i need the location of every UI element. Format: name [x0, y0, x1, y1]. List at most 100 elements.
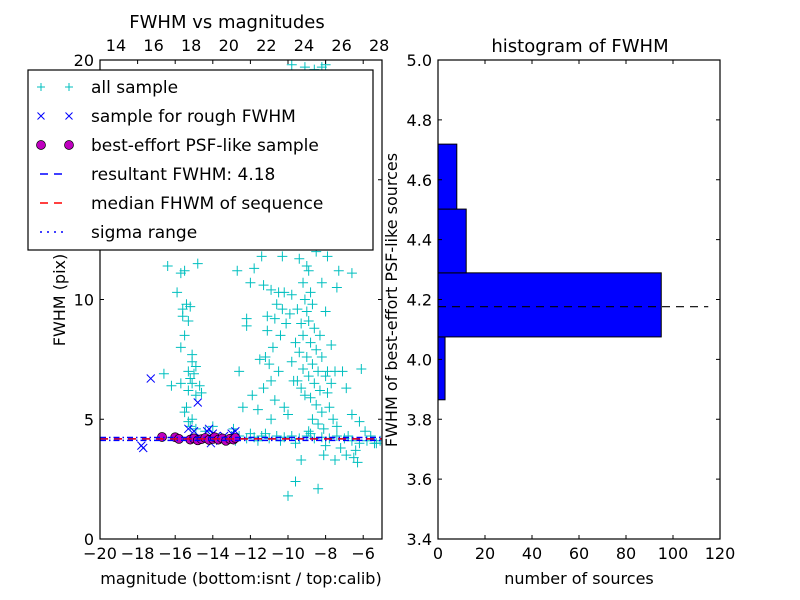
all-sample-point	[352, 457, 363, 468]
all-sample-point	[303, 316, 314, 327]
x-tick-label: 80	[616, 544, 636, 563]
histogram-bar	[437, 208, 467, 274]
all-sample-point	[313, 483, 324, 494]
all-sample-point	[258, 280, 269, 291]
all-sample-point	[266, 284, 277, 295]
scatter-x-ticks: −20 −18 −16 −14 −12 −10 −8 −6	[83, 60, 375, 563]
all-sample-point	[301, 306, 312, 317]
top-x-tick-label: 20	[219, 36, 239, 55]
all-sample-point	[318, 450, 329, 461]
y-tick-label: 3.6	[407, 470, 432, 489]
scatter-legend: all sample sample for rough FWHM best-effo…	[27, 69, 374, 251]
all-sample-point	[183, 316, 194, 327]
all-sample-point	[260, 351, 271, 362]
y-tick-label: 4.2	[407, 291, 432, 310]
all-sample-point	[331, 431, 342, 442]
all-sample-point	[294, 253, 305, 264]
histogram-bar	[437, 272, 662, 338]
scatter-top-ticks: 14 16 18 20 22 24 26 28	[106, 36, 390, 55]
all-sample-point	[183, 416, 194, 427]
all-sample-point	[271, 299, 282, 310]
all-sample-point	[194, 380, 205, 391]
all-sample-point	[267, 342, 278, 353]
legend-label: sigma range	[91, 223, 197, 243]
x-tick-label: −20	[83, 544, 117, 563]
all-sample-point	[314, 330, 325, 341]
all-sample-point	[318, 423, 329, 434]
all-sample-point	[292, 304, 303, 315]
all-sample-point	[275, 330, 286, 341]
all-sample-point	[343, 431, 354, 442]
all-sample-point	[179, 265, 190, 276]
all-sample-point	[360, 426, 371, 437]
all-sample-point	[313, 366, 324, 377]
x-tick-label: 0	[433, 544, 443, 563]
all-sample-point	[303, 265, 314, 276]
rough-fwhm-point	[189, 426, 199, 436]
all-sample-point	[320, 371, 331, 382]
legend-label: median FHWM of sequence	[91, 194, 323, 214]
all-sample-point	[305, 287, 316, 298]
x-tick-label: 60	[569, 544, 589, 563]
histogram-x-ticks: 0 20 40 60 80 100 120	[433, 60, 735, 563]
x-tick-label: −12	[234, 544, 268, 563]
all-sample-point	[324, 402, 335, 413]
all-sample-point	[158, 368, 169, 379]
all-sample-point	[175, 378, 186, 389]
all-sample-point	[322, 251, 333, 262]
legend-entry: best-effort PSF-like sample	[36, 136, 319, 156]
legend-circle-icon	[36, 140, 46, 150]
y-tick-label: 3.4	[407, 530, 432, 549]
y-tick-label: 4.8	[407, 111, 432, 130]
x-tick-label: −14	[196, 544, 230, 563]
histogram-y-label: FWHM of best-effort PSF-like sources	[382, 153, 401, 447]
all-sample-point	[299, 390, 310, 401]
all-sample-point	[241, 320, 252, 331]
x-tick-label: 120	[705, 544, 736, 563]
all-sample-point	[303, 371, 314, 382]
legend-frame	[27, 69, 374, 251]
legend-label: resultant FWHM: 4.18	[91, 165, 275, 185]
all-sample-point	[172, 287, 183, 298]
y-tick-label: 5	[84, 410, 94, 429]
x-tick-label: −16	[158, 544, 192, 563]
all-sample-point	[296, 318, 307, 329]
all-sample-point	[162, 260, 173, 271]
x-tick-label: 40	[522, 544, 542, 563]
legend-plus-icon	[65, 83, 73, 91]
y-tick-label: 5.0	[407, 51, 432, 70]
all-sample-point	[301, 351, 312, 362]
scatter-plot: FWHM vs magnitudes −20 −18 −16 −14 −12 −10 −8−…	[27, 12, 390, 588]
all-sample-point	[341, 450, 352, 461]
legend-plus-icon	[37, 83, 45, 91]
all-sample-point	[279, 402, 290, 413]
x-tick-label: 100	[658, 544, 689, 563]
top-x-tick-label: 24	[294, 36, 314, 55]
legend-entry: median FHWM of sequence	[40, 194, 323, 214]
histogram-plot: histogram of FWHM 0 20 40 60 80 100 120 3.4 3.6…	[382, 36, 735, 588]
histogram-bars	[437, 143, 662, 401]
all-sample-point	[346, 409, 357, 420]
all-sample-point	[190, 390, 201, 401]
all-sample-point	[307, 359, 318, 370]
all-sample-point	[330, 454, 340, 465]
top-x-tick-label: 14	[106, 36, 126, 55]
all-sample-point	[316, 407, 327, 418]
all-sample-point	[286, 60, 297, 70]
legend-entry: sigma range	[40, 223, 197, 243]
all-sample-point	[328, 414, 339, 425]
all-sample-point	[232, 265, 243, 276]
all-sample-point	[286, 356, 297, 367]
all-sample-point	[183, 366, 194, 377]
all-sample-point	[298, 330, 309, 341]
all-sample-point	[322, 387, 333, 398]
all-sample-point	[346, 268, 357, 279]
all-sample-point	[269, 313, 280, 324]
all-sample-point	[350, 445, 361, 456]
all-sample-point	[286, 289, 297, 300]
all-sample-point	[277, 251, 288, 262]
all-sample-point	[294, 347, 305, 358]
all-sample-point	[254, 354, 265, 365]
legend-entry: sample for rough FWHM	[37, 107, 296, 127]
all-sample-point	[290, 337, 301, 348]
